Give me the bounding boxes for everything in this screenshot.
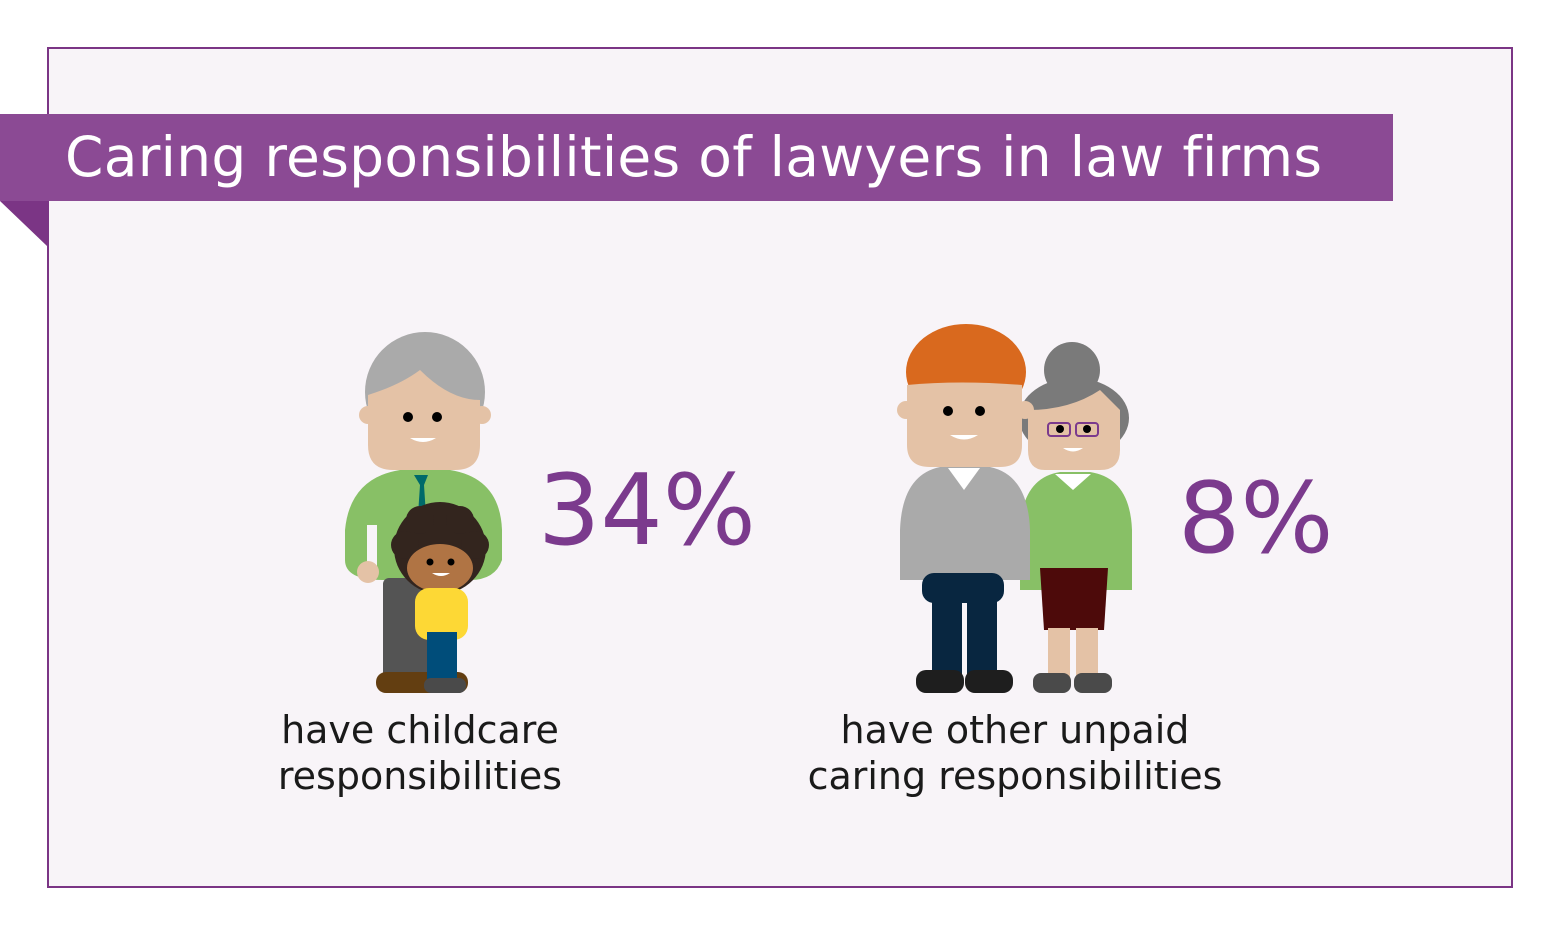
- grandfather-and-child-icon: [345, 332, 502, 693]
- caption-line: responsibilities: [277, 754, 563, 798]
- older-couple-icon: [897, 324, 1132, 693]
- childcare-caption: have childcare responsibilities: [220, 707, 620, 799]
- page-title: Caring responsibilities of lawyers in la…: [65, 125, 1323, 189]
- title-banner: [0, 114, 1393, 201]
- childcare-percentage: 34%: [538, 454, 756, 568]
- caption-line: have childcare: [281, 708, 559, 752]
- caption-line: have other unpaid: [840, 708, 1190, 752]
- other-caring-caption: have other unpaid caring responsibilitie…: [765, 707, 1265, 799]
- caption-line: caring responsibilities: [807, 754, 1223, 798]
- other-caring-percentage: 8%: [1178, 462, 1334, 576]
- banner-fold: [0, 201, 47, 246]
